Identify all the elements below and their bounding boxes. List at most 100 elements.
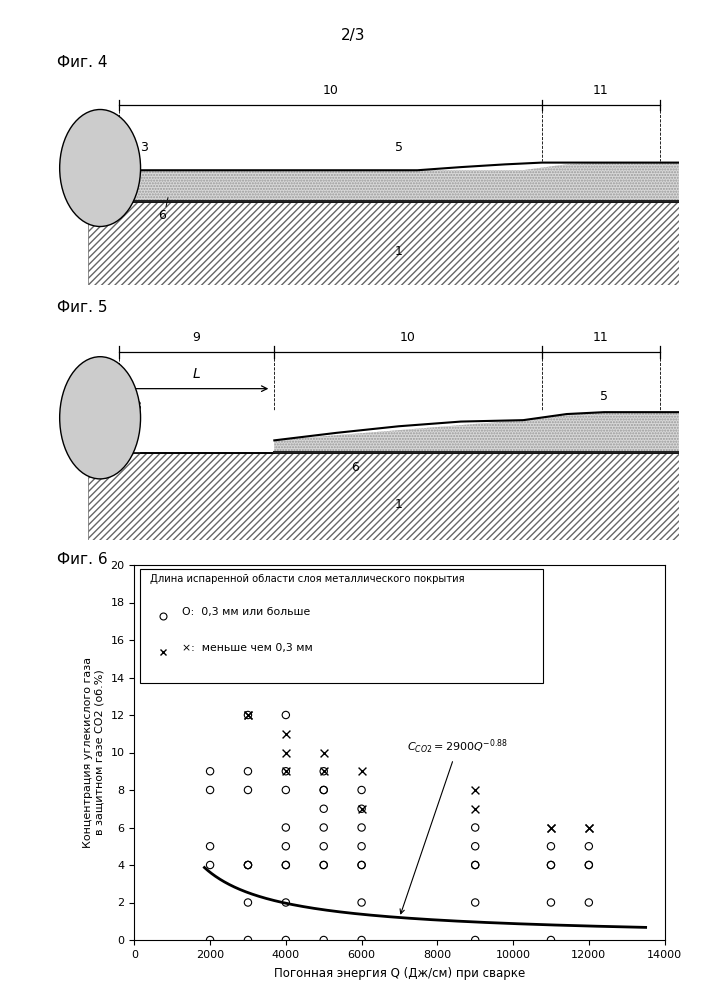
- Point: [243, 670, 254, 686]
- Point: [583, 838, 595, 854]
- Point: [318, 820, 329, 836]
- Point: [243, 857, 254, 873]
- Point: [583, 894, 595, 910]
- Point: [469, 857, 481, 873]
- Point: [280, 744, 291, 760]
- Point: [280, 820, 291, 836]
- Ellipse shape: [59, 357, 141, 479]
- Bar: [88, 453, 679, 540]
- Point: [356, 838, 367, 854]
- Point: [469, 894, 481, 910]
- Point: [243, 932, 254, 948]
- Point: [204, 932, 216, 948]
- Text: L: L: [193, 367, 200, 381]
- Point: [356, 801, 367, 817]
- Point: [243, 782, 254, 798]
- Point: [545, 838, 556, 854]
- Point: [280, 763, 291, 779]
- Point: [356, 820, 367, 836]
- Text: Фиг. 6: Фиг. 6: [57, 552, 107, 567]
- Text: О:  0,3 мм или больше: О: 0,3 мм или больше: [182, 606, 310, 616]
- Text: $C_{CO2}=2900Q^{-0.88}$: $C_{CO2}=2900Q^{-0.88}$: [400, 738, 508, 914]
- Point: [243, 707, 254, 723]
- Point: [204, 782, 216, 798]
- Point: [318, 838, 329, 854]
- Point: [243, 894, 254, 910]
- Text: 6: 6: [158, 209, 166, 222]
- Point: [243, 857, 254, 873]
- Point: [469, 857, 481, 873]
- Point: [243, 707, 254, 723]
- Text: 6: 6: [351, 461, 359, 474]
- Point: [280, 932, 291, 948]
- Point: [469, 932, 481, 948]
- Point: [583, 820, 595, 836]
- Point: [356, 782, 367, 798]
- Point: [318, 801, 329, 817]
- Point: [356, 801, 367, 817]
- Text: 2/3: 2/3: [341, 28, 366, 43]
- Text: Фиг. 5: Фиг. 5: [57, 300, 107, 315]
- Point: [243, 763, 254, 779]
- Point: [280, 763, 291, 779]
- Point: [469, 820, 481, 836]
- FancyBboxPatch shape: [140, 569, 543, 683]
- Point: [280, 857, 291, 873]
- Point: [204, 763, 216, 779]
- Text: 1: 1: [395, 245, 403, 258]
- Point: [204, 670, 216, 686]
- Point: [318, 763, 329, 779]
- Text: 3: 3: [140, 141, 148, 154]
- Point: [243, 707, 254, 723]
- Point: [583, 857, 595, 873]
- Point: [204, 632, 216, 648]
- Text: 10: 10: [322, 84, 338, 97]
- Y-axis label: Концентрация углекислого газа
в защитном газе СО2 (об.%): Концентрация углекислого газа в защитном…: [83, 657, 105, 848]
- Text: 11: 11: [593, 331, 609, 344]
- Point: [469, 782, 481, 798]
- Point: [204, 613, 216, 629]
- Point: [545, 820, 556, 836]
- Point: [545, 857, 556, 873]
- Text: 1: 1: [395, 498, 403, 511]
- Point: [204, 838, 216, 854]
- Ellipse shape: [59, 109, 141, 227]
- Point: [243, 857, 254, 873]
- Polygon shape: [97, 163, 679, 201]
- Point: [280, 707, 291, 723]
- Text: 9: 9: [192, 331, 201, 344]
- Polygon shape: [274, 412, 679, 452]
- Text: 2: 2: [64, 161, 71, 174]
- Point: [280, 726, 291, 742]
- Point: [204, 857, 216, 873]
- Bar: [88, 202, 679, 285]
- Text: 5: 5: [395, 141, 403, 154]
- Point: [318, 932, 329, 948]
- Text: 11: 11: [593, 84, 609, 97]
- Point: [545, 820, 556, 836]
- Point: [356, 894, 367, 910]
- Text: 5: 5: [600, 390, 608, 403]
- Point: [356, 857, 367, 873]
- Point: [356, 857, 367, 873]
- X-axis label: Погонная энергия Q (Дж/см) при сварке: Погонная энергия Q (Дж/см) при сварке: [274, 967, 525, 980]
- Point: [583, 857, 595, 873]
- Point: [469, 838, 481, 854]
- Point: [280, 838, 291, 854]
- Point: [318, 857, 329, 873]
- Point: [280, 857, 291, 873]
- Point: [318, 744, 329, 760]
- Point: [318, 782, 329, 798]
- Point: [318, 857, 329, 873]
- Point: [583, 820, 595, 836]
- Text: 2: 2: [64, 411, 71, 424]
- Text: Длина испаренной области слоя металлического покрытия: Длина испаренной области слоя металличес…: [151, 574, 465, 584]
- Point: [318, 763, 329, 779]
- Text: 10: 10: [400, 331, 416, 344]
- Text: ×:  меньше чем 0,3 мм: ×: меньше чем 0,3 мм: [182, 643, 312, 653]
- Point: [545, 932, 556, 948]
- Point: [469, 801, 481, 817]
- Point: [356, 932, 367, 948]
- Point: [545, 894, 556, 910]
- Point: [280, 782, 291, 798]
